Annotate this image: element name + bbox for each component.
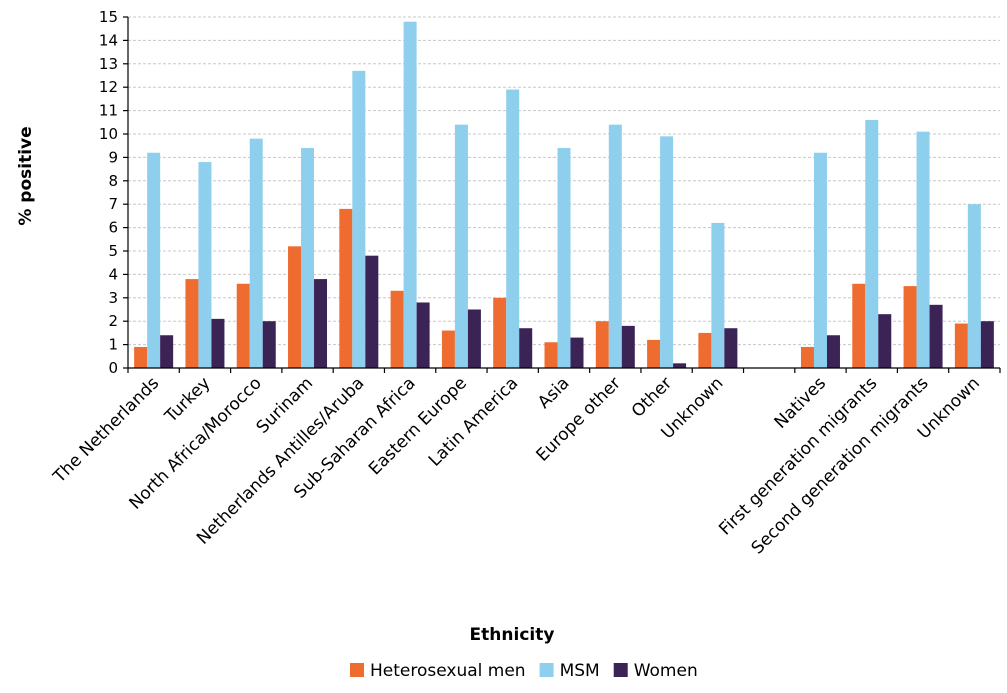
bar	[916, 131, 930, 368]
bar	[147, 152, 161, 368]
x-tick-label: The Netherlands	[49, 373, 163, 487]
x-tick-label: Latin America	[425, 373, 522, 470]
x-tick-label: Asia	[534, 373, 573, 412]
y-tick-label: 12	[99, 78, 118, 96]
y-tick-label: 15	[99, 8, 118, 26]
bar	[800, 346, 814, 368]
legend: Heterosexual men MSM Women	[350, 661, 698, 681]
bar	[698, 332, 712, 368]
legend-swatch	[613, 663, 628, 677]
bar	[314, 279, 328, 368]
bar	[441, 330, 455, 368]
bar	[185, 279, 199, 368]
bar	[288, 246, 302, 368]
bar	[467, 309, 481, 368]
legend-label: Women	[634, 661, 698, 681]
bar	[647, 339, 661, 368]
bar	[390, 290, 404, 368]
bar	[454, 124, 468, 368]
bar	[249, 138, 263, 368]
bar	[954, 323, 968, 368]
bar	[134, 346, 148, 368]
legend-label: Heterosexual men	[370, 661, 526, 681]
legend-swatch	[539, 663, 554, 677]
y-tick-label: 0	[108, 359, 118, 377]
y-tick-label: 11	[99, 102, 118, 120]
bar	[826, 335, 840, 368]
bar	[621, 325, 635, 368]
y-tick-label: 6	[108, 219, 118, 237]
bar	[595, 321, 609, 368]
y-tick-label: 8	[108, 172, 118, 190]
bar	[967, 204, 981, 368]
bar	[262, 321, 276, 368]
bar	[519, 328, 533, 368]
y-tick-label: 13	[99, 55, 118, 73]
bar	[301, 148, 315, 368]
axes	[123, 16, 1001, 373]
legend-swatch	[350, 663, 364, 677]
bars	[134, 21, 994, 369]
bar	[365, 255, 379, 368]
bar	[403, 21, 417, 369]
bar	[608, 124, 622, 368]
y-tick-label: 14	[99, 31, 118, 49]
bar	[160, 335, 174, 368]
bar	[852, 283, 866, 368]
bar	[352, 70, 366, 368]
y-tick-label: 4	[108, 265, 118, 283]
bar	[557, 148, 571, 368]
y-tick-label: 1	[108, 336, 118, 354]
bar	[198, 162, 212, 368]
bar	[506, 89, 520, 368]
bar	[570, 337, 584, 368]
bar	[211, 318, 225, 368]
y-axis-title: % positive	[16, 126, 36, 225]
bar	[673, 363, 687, 368]
y-tick-label: 10	[99, 125, 118, 143]
y-tick-label: 2	[108, 312, 118, 330]
bar	[339, 208, 353, 368]
bar	[416, 302, 430, 368]
bar	[813, 152, 827, 368]
bar	[236, 283, 250, 368]
bar	[660, 136, 674, 368]
legend-label: MSM	[560, 661, 600, 681]
x-tick-label: Other	[628, 373, 676, 421]
y-tick-label: 7	[108, 195, 118, 213]
bar	[980, 321, 994, 368]
bar	[929, 304, 943, 368]
bar	[493, 297, 507, 368]
bar	[724, 328, 738, 368]
y-tick-label: 5	[108, 242, 118, 260]
x-axis-title: Ethnicity	[470, 625, 555, 645]
y-tick-label: 3	[108, 289, 118, 307]
bar	[544, 342, 558, 368]
bar	[711, 222, 725, 368]
bar	[865, 119, 879, 369]
bar	[903, 286, 917, 368]
y-tick-label: 9	[108, 148, 118, 166]
bar	[878, 314, 892, 368]
